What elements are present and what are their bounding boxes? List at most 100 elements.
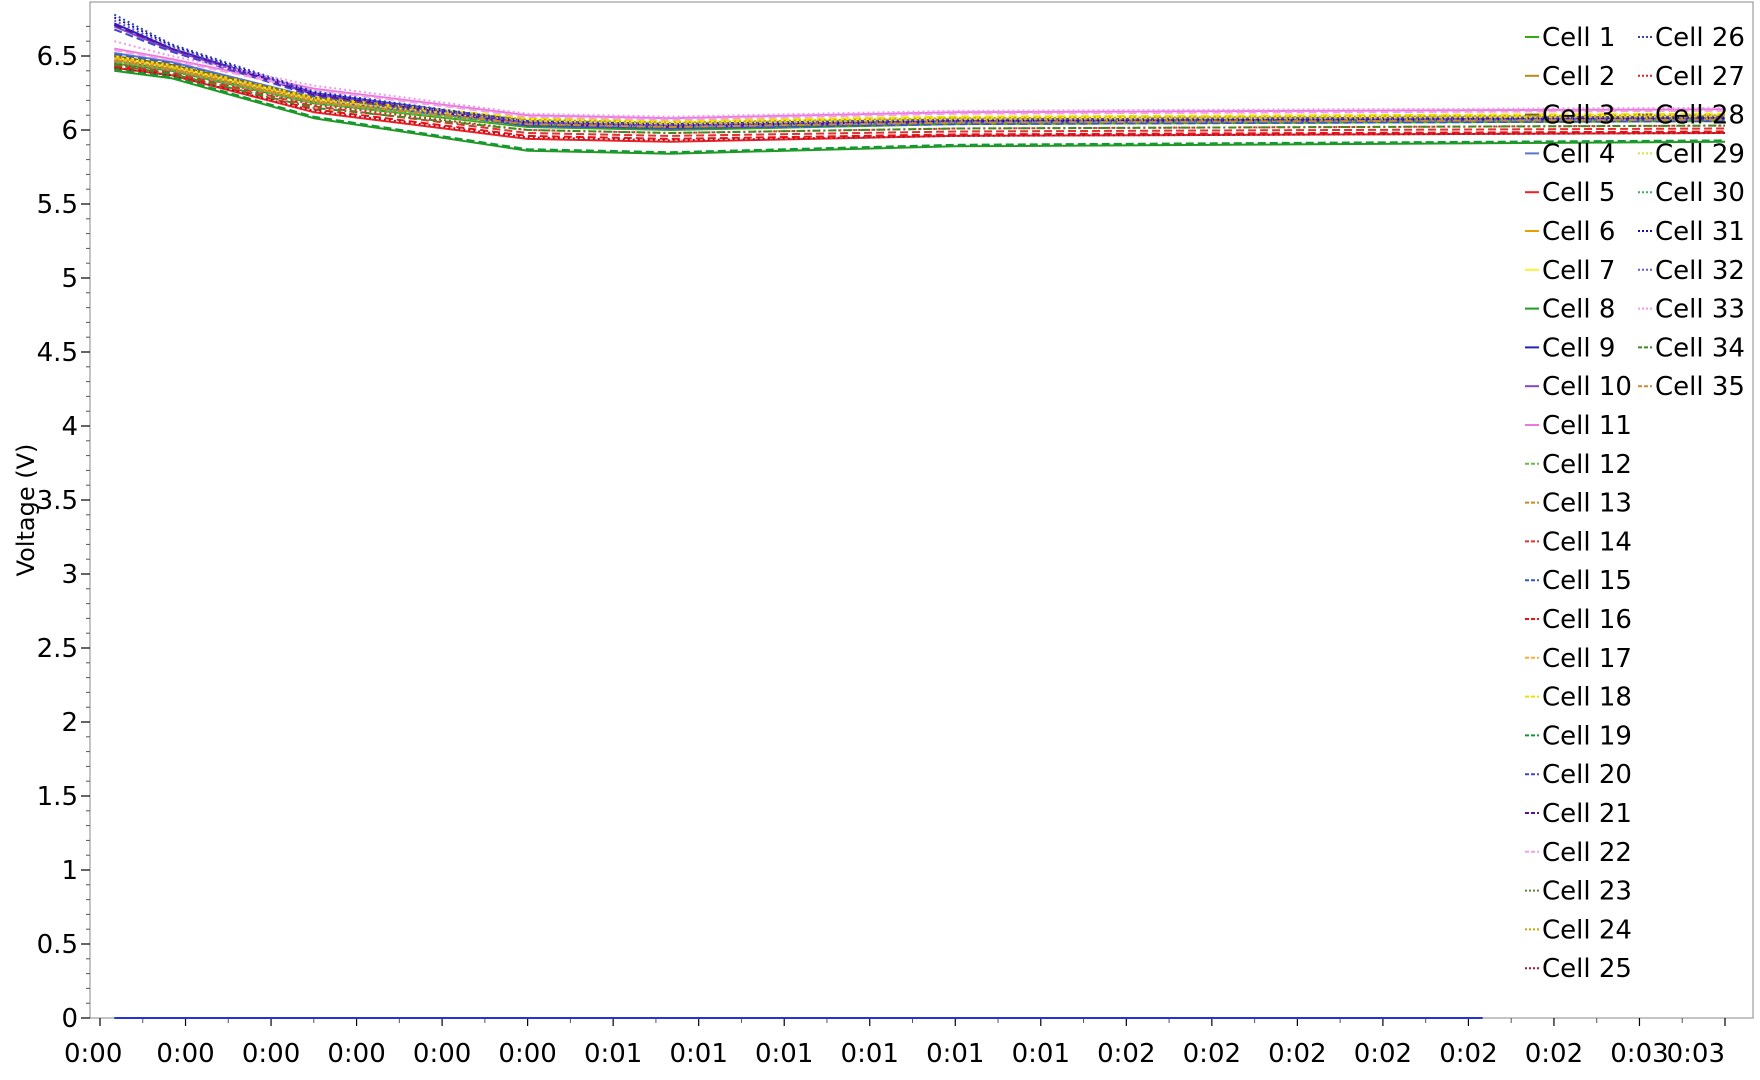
legend-item: Cell 8 (1525, 295, 1615, 325)
y-axis-title: Voltage (V) (12, 444, 40, 577)
series-line-cell-16 (114, 65, 1726, 140)
series-layer (113, 13, 1726, 1019)
legend-label: Cell 17 (1542, 644, 1632, 674)
legend-label: Cell 3 (1542, 101, 1615, 131)
legend-item: Cell 12 (1525, 450, 1632, 480)
series-line-cell-11 (114, 47, 1726, 120)
legend-label: Cell 15 (1542, 566, 1632, 596)
legend-label: Cell 22 (1542, 838, 1632, 868)
x-tick-label: 0:01 (1012, 1039, 1070, 1069)
y-tick-label: 6.5 (37, 42, 78, 72)
legend-item: Cell 34 (1638, 333, 1745, 363)
x-axis: 0:00 0:00 0:00 0:00 0:00 0:00 0:01 0:01 0:01 0:01… (64, 1018, 1726, 1069)
legend-label: Cell 14 (1542, 527, 1632, 557)
series-line-cell-32 (113, 19, 1726, 127)
legend-item: Cell 6 (1525, 217, 1615, 247)
x-tick-label: 0:02 (1183, 1039, 1241, 1069)
legend-item: Cell 17 (1525, 644, 1632, 674)
legend: Cell 1 Cell 2 Cell 3 Cell 4 Cell 5 Cell 6 Cell… (1525, 23, 1745, 984)
legend-item: Cell 16 (1525, 605, 1632, 635)
series-line-cell-24 (114, 56, 1726, 124)
series-line-cell-18 (114, 55, 1726, 123)
legend-item: Cell 9 (1525, 333, 1615, 363)
legend-label: Cell 1 (1542, 23, 1615, 53)
x-tick-label: 0:01 (841, 1039, 899, 1069)
y-tick-label: 3.5 (37, 486, 78, 516)
legend-label: Cell 2 (1542, 62, 1615, 92)
legend-label: Cell 19 (1542, 721, 1632, 751)
legend-label: Cell 6 (1542, 217, 1615, 247)
x-tick-label: 0:01 (669, 1039, 727, 1069)
legend-item: Cell 29 (1638, 139, 1745, 169)
legend-item: Cell 24 (1525, 915, 1632, 945)
legend-item: Cell 20 (1525, 760, 1632, 790)
series-line-cell-19 (114, 68, 1726, 154)
y-tick-label: 2.5 (37, 634, 78, 664)
legend-item: Cell 33 (1638, 295, 1745, 325)
series-line-cell-8 (114, 69, 1726, 155)
legend-label: Cell 5 (1542, 178, 1615, 208)
x-tick-label: 0:00 (327, 1039, 385, 1069)
legend-label: Cell 10 (1542, 372, 1632, 402)
legend-label: Cell 31 (1655, 217, 1745, 247)
legend-label: Cell 35 (1655, 372, 1745, 402)
legend-label: Cell 29 (1655, 139, 1745, 169)
legend-label: Cell 24 (1542, 915, 1632, 945)
legend-label: Cell 12 (1542, 450, 1632, 480)
legend-item: Cell 14 (1525, 527, 1632, 557)
x-tick-label: 0:02 (1268, 1039, 1326, 1069)
legend-item: Cell 30 (1638, 178, 1745, 208)
legend-label: Cell 25 (1542, 954, 1632, 984)
legend-label: Cell 7 (1542, 256, 1615, 286)
legend-label: Cell 30 (1655, 178, 1745, 208)
legend-item: Cell 4 (1525, 139, 1615, 169)
legend-label: Cell 32 (1655, 256, 1745, 286)
legend-item: Cell 5 (1525, 178, 1615, 208)
legend-label: Cell 34 (1655, 333, 1745, 363)
series-line-cell-35 (114, 59, 1726, 128)
y-tick-label: 1 (61, 856, 78, 886)
legend-label: Cell 11 (1542, 411, 1632, 441)
x-tick-label: 0:03 (1667, 1039, 1725, 1069)
legend-item: Cell 13 (1525, 489, 1632, 519)
legend-item: Cell 27 (1638, 62, 1745, 92)
legend-label: Cell 21 (1542, 799, 1632, 829)
plot-area (89, 1, 1754, 1019)
legend-item: Cell 26 (1638, 23, 1745, 53)
series-line-cell-26 (113, 13, 1726, 126)
y-tick-label: 5 (61, 264, 78, 294)
y-tick-label: 0.5 (37, 930, 78, 960)
legend-item: Cell 7 (1525, 256, 1615, 286)
legend-item: Cell 31 (1638, 217, 1745, 247)
legend-label: Cell 23 (1542, 877, 1632, 907)
x-tick-label: 0:00 (156, 1039, 214, 1069)
x-tick-label: 0:02 (1354, 1039, 1412, 1069)
x-tick-label: 0:02 (1525, 1039, 1583, 1069)
x-tick-label: 0:01 (584, 1039, 642, 1069)
legend-item: Cell 19 (1525, 721, 1632, 751)
legend-item: Cell 11 (1525, 411, 1632, 441)
legend-item: Cell 1 (1525, 23, 1615, 53)
legend-label: Cell 26 (1655, 23, 1745, 53)
series-line-cell-30 (114, 60, 1726, 128)
legend-label: Cell 4 (1542, 139, 1615, 169)
legend-item: Cell 28 (1638, 101, 1745, 131)
x-tick-label: 0:00 (413, 1039, 471, 1069)
x-tick-label: 0:03 (1610, 1039, 1668, 1069)
legend-item: Cell 3 (1525, 101, 1615, 131)
legend-item: Cell 10 (1525, 372, 1632, 402)
y-tick-label: 6 (61, 116, 78, 146)
x-tick-label: 0:00 (242, 1039, 300, 1069)
x-tick-label: 0:01 (926, 1039, 984, 1069)
legend-item: Cell 35 (1638, 372, 1745, 402)
legend-label: Cell 28 (1655, 101, 1745, 131)
series-line-cell-14 (114, 63, 1726, 137)
legend-item: Cell 23 (1525, 877, 1632, 907)
x-tick-label: 0:02 (1439, 1039, 1497, 1069)
legend-label: Cell 16 (1542, 605, 1632, 635)
legend-item: Cell 15 (1525, 566, 1632, 596)
legend-label: Cell 9 (1542, 333, 1615, 363)
legend-item: Cell 32 (1638, 256, 1745, 286)
series-line-cell-33 (114, 40, 1726, 118)
